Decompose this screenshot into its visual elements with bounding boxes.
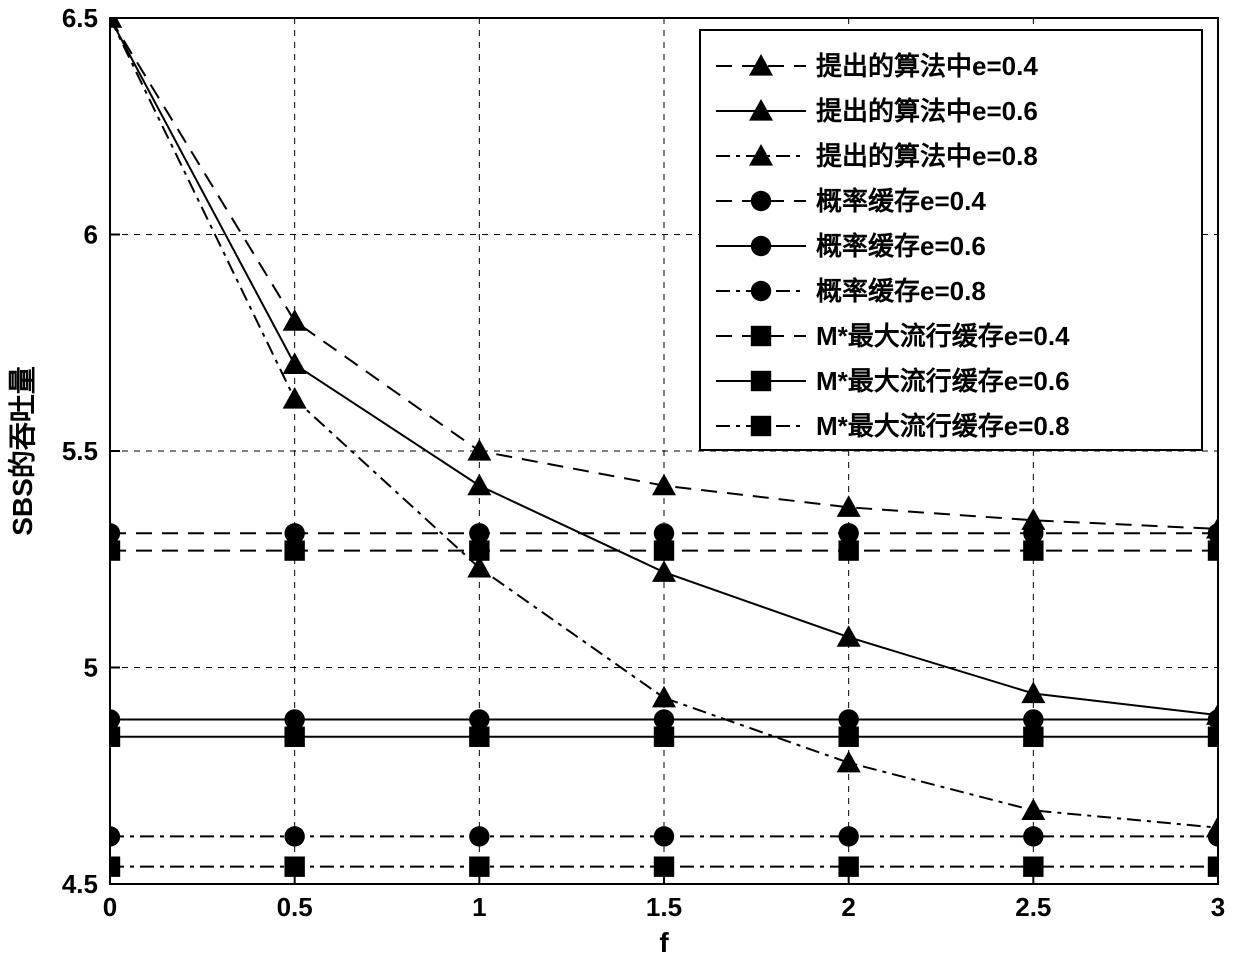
legend-label: 概率缓存e=0.4 [816,186,986,216]
square-marker [469,540,489,560]
xtick-label: 0 [103,892,117,922]
square-marker [654,540,674,560]
y-axis-label: SBS的吞吐量 [6,366,38,536]
circle-marker [654,826,674,846]
xtick-label: 0.5 [277,892,313,922]
square-marker [1023,856,1043,876]
square-marker [284,540,304,560]
square-marker [838,727,858,747]
circle-marker [751,281,771,301]
ytick-label: 6.5 [62,3,98,33]
xtick-label: 2 [841,892,855,922]
square-marker [469,856,489,876]
xtick-label: 1 [472,892,486,922]
x-axis-label: f [659,927,669,958]
legend-label: M*最大流行缓存e=0.4 [816,321,1070,351]
circle-marker [751,191,771,211]
legend-label: 提出的算法中e=0.4 [816,51,1038,81]
square-marker [654,727,674,747]
square-marker [751,416,771,436]
circle-marker [838,826,858,846]
square-marker [751,326,771,346]
xtick-label: 1.5 [646,892,682,922]
square-marker [1023,727,1043,747]
circle-marker [1023,826,1043,846]
legend-label: M*最大流行缓存e=0.6 [816,366,1070,396]
line-chart: 0 0.5 1 1.5 2 2.5 3 4.5 5 5.5 6 6.5 f SBS的吞吐量 提出的算法中e=… [0,0,1240,976]
legend-label: 提出的算法中e=0.6 [816,96,1038,126]
ytick-label: 5.5 [62,436,98,466]
square-marker [654,856,674,876]
ytick-label: 5 [84,653,98,683]
legend-label: 提出的算法中e=0.8 [816,141,1038,171]
square-marker [751,371,771,391]
circle-marker [469,826,489,846]
xtick-label: 3 [1211,892,1225,922]
xtick-label: 2.5 [1015,892,1051,922]
circle-marker [751,236,771,256]
chart-container: 0 0.5 1 1.5 2 2.5 3 4.5 5 5.5 6 6.5 f SBS的吞吐量 提出的算法中e=… [0,0,1240,976]
square-marker [469,727,489,747]
square-marker [284,727,304,747]
square-marker [1023,540,1043,560]
ytick-label: 6 [84,220,98,250]
legend-label: 概率缓存e=0.8 [816,276,986,306]
legend-label: 概率缓存e=0.6 [816,231,986,261]
circle-marker [284,826,304,846]
square-marker [284,856,304,876]
legend-label: M*最大流行缓存e=0.8 [816,411,1070,441]
ytick-label: 4.5 [62,869,98,899]
square-marker [838,540,858,560]
square-marker [838,856,858,876]
